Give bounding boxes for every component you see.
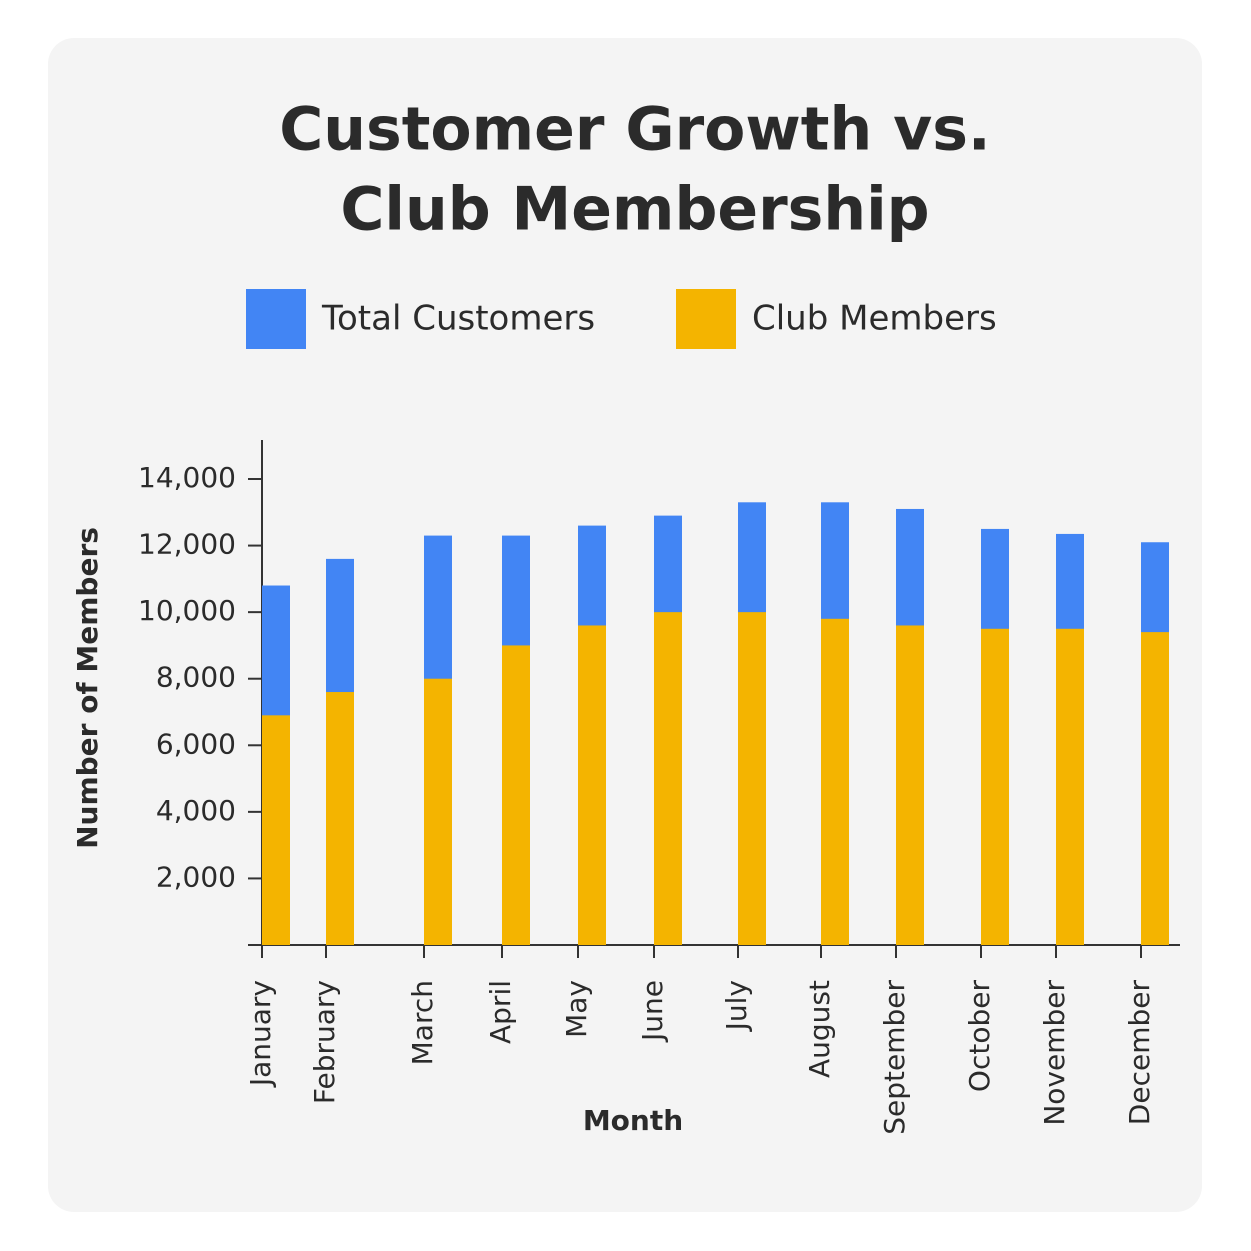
bar [896,625,924,945]
x-axis-title: Month [583,1104,683,1137]
bar [424,678,452,945]
y-axis-title: Number of Members [71,527,104,849]
x-tick-label: June [636,980,669,1043]
y-tick-label: 10,000 [138,594,236,627]
bar [578,625,606,945]
chart-title: Club Membership [340,175,929,245]
x-tick-label: May [560,980,593,1038]
bar [981,628,1009,945]
y-tick-label: 8,000 [156,661,236,694]
y-tick-label: 14,000 [138,461,236,494]
legend-label: Club Members [752,299,997,339]
bar [654,612,682,945]
bar [1141,632,1169,945]
x-tick-label: April [484,980,517,1044]
x-tick-label: October [963,980,996,1093]
y-tick-label: 4,000 [156,794,236,827]
x-tick-label: November [1038,980,1071,1126]
bar [1056,628,1084,945]
legend-label: Total Customers [321,299,595,339]
bar [326,692,354,945]
bar [821,618,849,945]
legend-swatch [676,289,736,349]
x-tick-label: February [308,980,341,1104]
x-tick-label: January [244,980,277,1088]
x-tick-label: March [406,980,439,1065]
y-tick-label: 2,000 [156,860,236,893]
y-tick-label: 12,000 [138,528,236,561]
legend-swatch [246,289,306,349]
x-tick-label: August [803,980,836,1078]
y-tick-label: 6,000 [156,727,236,760]
bar [502,645,530,945]
chart-title: Customer Growth vs. [279,95,990,165]
x-tick-label: September [878,980,911,1135]
bar [262,715,290,945]
x-tick-label: December [1123,980,1156,1126]
x-tick-label: July [720,980,753,1032]
bar [738,612,766,945]
